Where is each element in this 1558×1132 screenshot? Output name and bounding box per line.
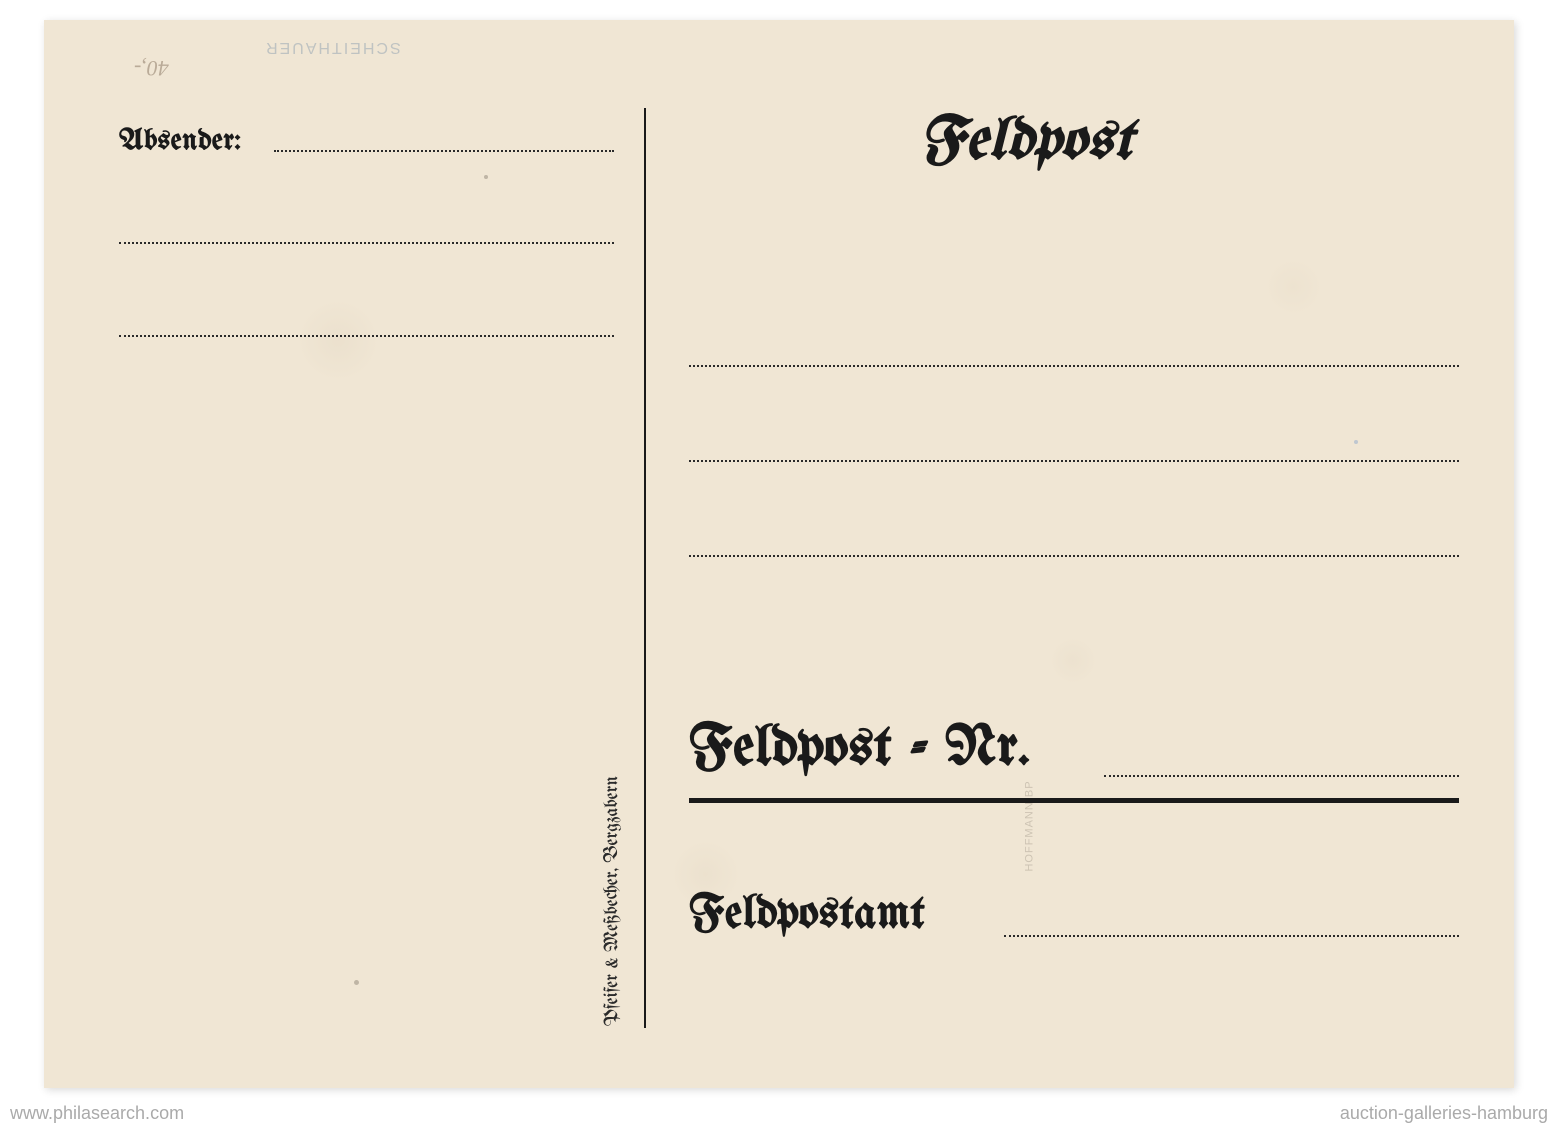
faint-stamp: HOFFMANN BP [1024, 780, 1036, 871]
sender-line-1 [274, 150, 614, 152]
publisher-imprint: Pfeifer & Meßbecher, Bergzabern [602, 776, 622, 1026]
sender-line-2 [119, 242, 614, 244]
feldpost-title: Feldpost [919, 112, 1133, 174]
address-line-2 [689, 460, 1459, 462]
sender-line-3 [119, 335, 614, 337]
postcard: 40,- SCHEITHAUER Absender: Feldpost Feld… [44, 20, 1514, 1088]
feldpostamt-label: Feldpostamt [689, 890, 925, 939]
paper-speck [484, 175, 488, 179]
handwritten-note: 40,- [134, 55, 169, 81]
sender-label: Absender: [119, 125, 241, 157]
watermark-left: www.philasearch.com [10, 1103, 184, 1124]
collector-stamp: SCHEITHAUER [264, 38, 401, 56]
feldpost-nr-line [1104, 775, 1459, 777]
feldpostamt-line [1004, 935, 1459, 937]
watermark-right: auction-galleries-hamburg [1340, 1103, 1548, 1124]
paper-speck [354, 980, 359, 985]
feldpost-nr-label: Feldpost - Nr. [689, 718, 1030, 779]
thick-rule [689, 798, 1459, 803]
paper-speck [1354, 440, 1358, 444]
vertical-divider [644, 108, 646, 1028]
address-line-1 [689, 365, 1459, 367]
address-line-3 [689, 555, 1459, 557]
